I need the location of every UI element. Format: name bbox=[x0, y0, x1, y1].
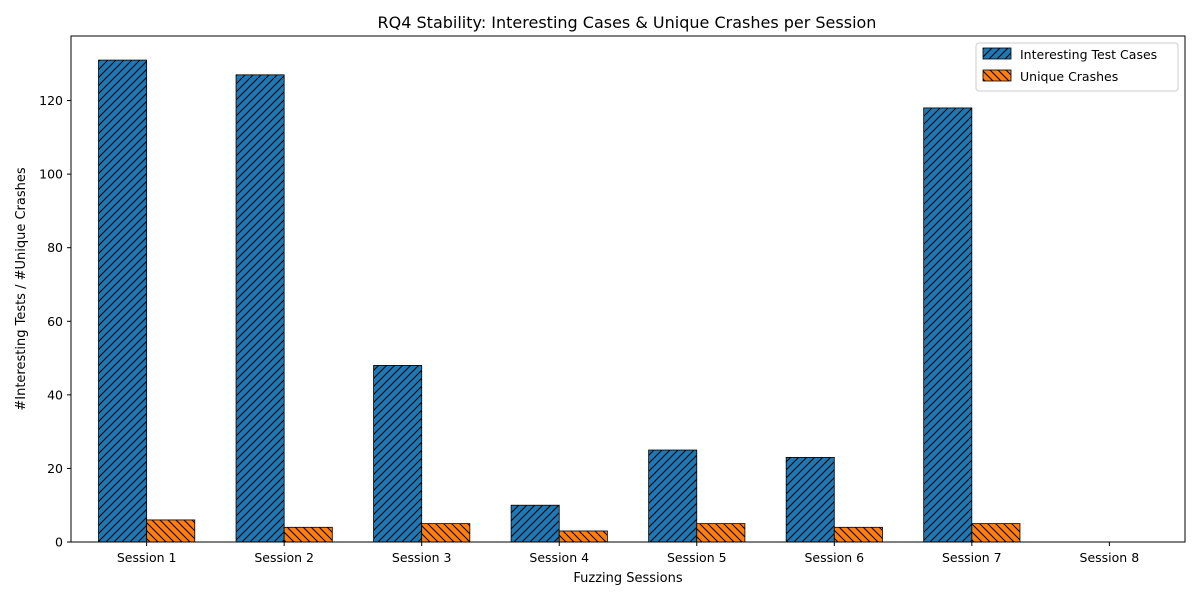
y-tick-label: 0 bbox=[55, 535, 63, 550]
x-ticks: Session 1 Session 2 Session 3 Session 4 Sess… bbox=[117, 542, 1139, 565]
y-tick-label: 120 bbox=[39, 93, 63, 108]
legend: Interesting Test Cases Unique Crashes bbox=[975, 42, 1179, 92]
x-tick-label: Session 2 bbox=[254, 550, 314, 565]
bar-crashes-4 bbox=[558, 530, 608, 543]
bar-crashes-1 bbox=[146, 519, 196, 543]
legend-label-interesting: Interesting Test Cases bbox=[1020, 47, 1157, 62]
bar-crashes-3 bbox=[421, 523, 471, 543]
legend-frame bbox=[975, 42, 1179, 92]
legend-swatch-crashes bbox=[982, 69, 1012, 82]
y-tick-label: 20 bbox=[47, 461, 63, 476]
x-tick-label: Session 3 bbox=[392, 550, 452, 565]
x-axis-label: Fuzzing Sessions bbox=[573, 571, 682, 586]
x-tick-label: Session 8 bbox=[1080, 550, 1140, 565]
bar-interesting-7 bbox=[923, 107, 973, 543]
bar-crashes-6 bbox=[833, 526, 883, 543]
bar-crashes-7 bbox=[971, 523, 1021, 543]
x-tick-label: Session 5 bbox=[667, 550, 727, 565]
x-tick-label: Session 7 bbox=[942, 550, 1002, 565]
bar-interesting-5 bbox=[648, 449, 698, 543]
bar-crashes-5 bbox=[696, 523, 746, 543]
y-axis-label: #Interesting Tests / #Unique Crashes bbox=[14, 167, 29, 411]
plot-frame bbox=[70, 35, 1186, 543]
bar-crashes-2 bbox=[283, 526, 333, 543]
y-tick-label: 60 bbox=[47, 314, 63, 329]
x-tick-label: Session 4 bbox=[529, 550, 589, 565]
x-tick-label: Session 6 bbox=[804, 550, 864, 565]
x-tick-label: Session 1 bbox=[117, 550, 177, 565]
y-ticks: 0 20 40 60 80 100 120 bbox=[39, 93, 71, 550]
legend-swatch-interesting bbox=[982, 47, 1012, 60]
bar-interesting-6 bbox=[785, 456, 835, 543]
bar-interesting-3 bbox=[373, 365, 423, 543]
y-tick-label: 40 bbox=[47, 387, 63, 402]
legend-label-crashes: Unique Crashes bbox=[1020, 69, 1118, 84]
bar-interesting-2 bbox=[235, 74, 285, 543]
y-tick-label: 100 bbox=[39, 167, 63, 182]
bars-layer bbox=[98, 59, 1021, 543]
chart-title: RQ4 Stability: Interesting Cases & Uniqu… bbox=[378, 13, 877, 32]
bar-interesting-4 bbox=[510, 504, 560, 543]
bar-interesting-1 bbox=[98, 59, 148, 543]
y-tick-label: 80 bbox=[47, 240, 63, 255]
